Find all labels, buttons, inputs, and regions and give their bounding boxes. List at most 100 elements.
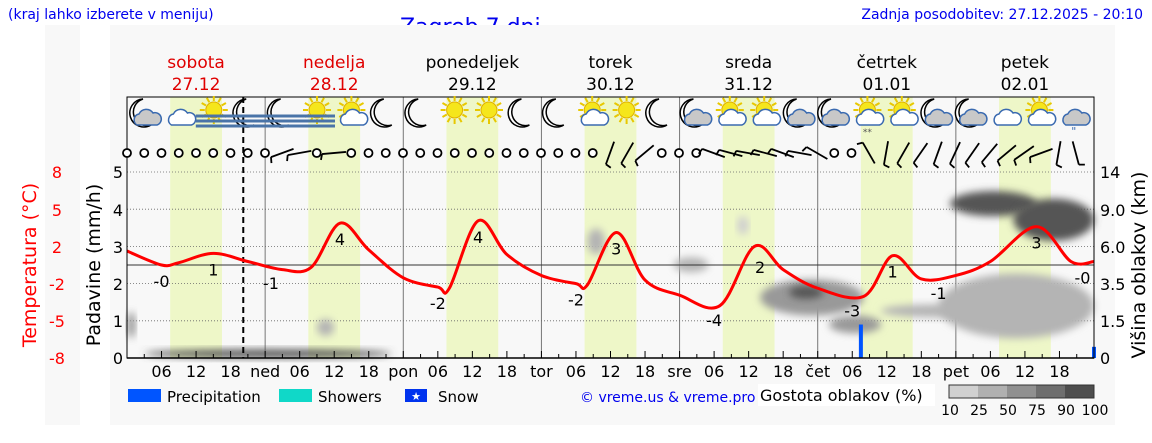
wind-barb-icon bbox=[287, 150, 312, 156]
sun-fog-icon bbox=[299, 96, 335, 128]
wind-barb-icon bbox=[736, 150, 760, 156]
precip-axis-title: Padavine (mm/h) bbox=[83, 184, 105, 347]
wind-barb-flag bbox=[784, 150, 789, 157]
moon-cloud-icon bbox=[817, 98, 851, 128]
wind-barb-flag bbox=[320, 153, 323, 161]
x-tick-label: 06 bbox=[980, 362, 1000, 381]
wind-barb-flag bbox=[767, 148, 772, 155]
sun-ray bbox=[481, 117, 486, 123]
sun-ray bbox=[309, 97, 314, 103]
sun-ray bbox=[893, 97, 899, 103]
moon bbox=[507, 98, 530, 128]
sun-ray bbox=[717, 102, 723, 107]
moon-cloud-icon bbox=[954, 98, 988, 128]
cloud-patch bbox=[938, 273, 1094, 339]
wind-calm-icon bbox=[363, 148, 374, 158]
wind-calm-icon bbox=[674, 148, 684, 158]
sun bbox=[480, 101, 498, 119]
sun-ray bbox=[618, 117, 623, 123]
precipitation-legend-label: Precipitation bbox=[167, 388, 261, 406]
wind-calm-icon bbox=[398, 148, 408, 158]
wind-calm-icon bbox=[173, 148, 184, 158]
temp-tick-label: -8 bbox=[49, 349, 65, 368]
sun-ray bbox=[771, 102, 777, 107]
sun-ray bbox=[1031, 97, 1036, 103]
x-tick-label: 18 bbox=[359, 362, 379, 381]
cloud-title-bg bbox=[758, 384, 935, 406]
wind-calm-icon bbox=[829, 148, 840, 158]
cloud-legend-title: Gostota oblakov (%) bbox=[760, 386, 923, 405]
cloud-scale-label: 90 bbox=[1057, 403, 1075, 419]
cloud-patch bbox=[737, 216, 749, 235]
sun-ray bbox=[441, 113, 448, 118]
moon bbox=[369, 98, 393, 128]
cloud-height-tick-label: 9.0 bbox=[1100, 201, 1125, 220]
cloud-patch bbox=[788, 285, 824, 299]
cloud bbox=[1027, 108, 1057, 126]
wind-barb-icon bbox=[701, 148, 726, 158]
sun-ray bbox=[854, 102, 861, 107]
wind-barb-icon bbox=[1029, 148, 1053, 158]
sun-ray bbox=[446, 97, 451, 103]
wind-barb-icon bbox=[964, 142, 980, 164]
sun-ray bbox=[630, 117, 635, 123]
sun-ray bbox=[1046, 102, 1053, 107]
wind-barb-flag bbox=[749, 149, 755, 156]
sun-ray bbox=[492, 97, 497, 103]
day-date: 29.12 bbox=[448, 75, 497, 95]
temp-tick-label: 2 bbox=[52, 238, 62, 257]
wind-barb-flag bbox=[801, 146, 808, 152]
sun-ray bbox=[205, 97, 211, 103]
cloud bbox=[1062, 108, 1091, 126]
wind-barb-icon bbox=[883, 141, 889, 165]
sun-ray bbox=[767, 97, 773, 103]
cloud bbox=[787, 108, 816, 126]
temperature-label: -4 bbox=[706, 311, 722, 330]
temperature-label: 1 bbox=[887, 263, 897, 282]
wind-barb-flag bbox=[732, 150, 737, 157]
x-tick-label: 12 bbox=[738, 362, 758, 381]
temp-axis-title: Temperatura (°C) bbox=[19, 183, 41, 348]
sun-ray bbox=[613, 102, 620, 107]
temperature-label: 2 bbox=[755, 258, 765, 277]
sun-ray bbox=[751, 102, 757, 107]
cloud-height-tick-label: 1.5 bbox=[1100, 312, 1125, 331]
cloud bbox=[855, 108, 885, 126]
wind-calm-icon bbox=[846, 148, 857, 158]
last-updated: Zadnja posodobitev: 27.12.2025 - 20:10 bbox=[861, 7, 1143, 23]
wind-barb-icon bbox=[1071, 141, 1080, 165]
temperature-label: -3 bbox=[844, 301, 860, 320]
sun-ray bbox=[441, 102, 448, 107]
wind-barb-flag bbox=[634, 160, 639, 167]
temp-tick-label: 8 bbox=[52, 163, 62, 182]
x-tick-label: 12 bbox=[600, 362, 620, 381]
temperature-line bbox=[126, 218, 1095, 310]
sun bbox=[446, 101, 464, 119]
cloud bbox=[339, 108, 369, 126]
cloud bbox=[167, 108, 197, 126]
cloud-icon bbox=[993, 108, 1023, 126]
x-tick-label: pon bbox=[388, 362, 418, 381]
day-date: 01.01 bbox=[862, 75, 911, 95]
cloud-icon bbox=[167, 108, 197, 126]
sun bbox=[618, 101, 636, 119]
sun-ray bbox=[201, 102, 207, 107]
sun-ray bbox=[1043, 97, 1048, 103]
sun-ray bbox=[1026, 102, 1033, 107]
moon-icon bbox=[507, 98, 530, 128]
sun-ray bbox=[324, 102, 330, 107]
sun-ray bbox=[358, 102, 365, 107]
wind-calm-icon bbox=[380, 148, 391, 158]
sun-ray bbox=[889, 102, 895, 107]
sun-cloud-icon bbox=[715, 96, 747, 126]
snow-legend-label: Snow bbox=[438, 388, 478, 406]
wind-barb-icon bbox=[753, 149, 778, 157]
x-tick-label: 12 bbox=[324, 362, 344, 381]
day-date: 28.12 bbox=[310, 75, 359, 95]
wind-calm-icon bbox=[260, 148, 270, 158]
location-hint[interactable]: (kraj lahko izberete v meniju) bbox=[8, 7, 214, 23]
moon-fog-icon bbox=[230, 98, 267, 128]
x-tick-label: 12 bbox=[462, 362, 482, 381]
sun-ray bbox=[721, 97, 727, 103]
